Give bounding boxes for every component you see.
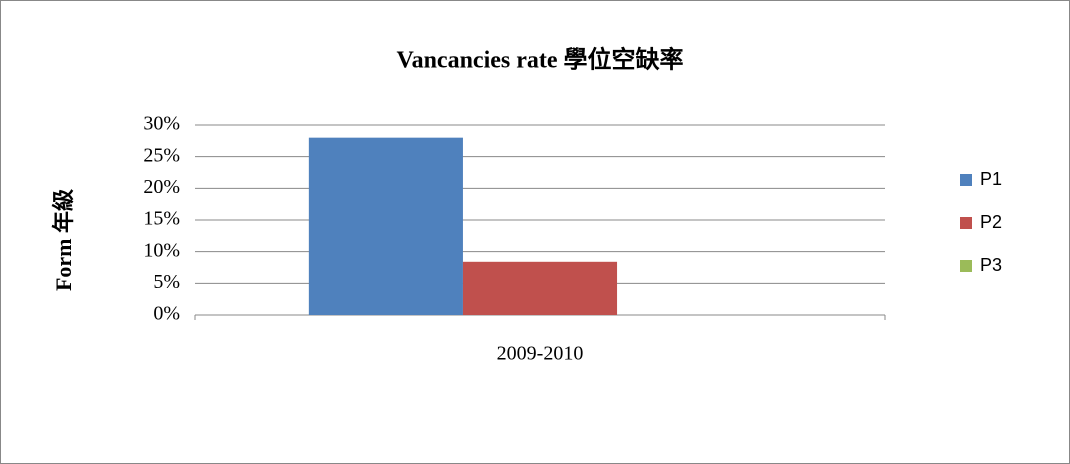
bar <box>308 137 463 315</box>
y-tick-label: 15% <box>143 208 180 230</box>
chart-title: Vancancies rate 學位空缺率 <box>396 46 683 74</box>
legend-swatch <box>960 217 972 229</box>
y-tick-label: 30% <box>143 113 180 135</box>
legend-label: P1 <box>980 169 1002 189</box>
y-axis-label: Form 年級 <box>51 189 76 291</box>
legend-swatch <box>960 260 972 272</box>
y-tick-label: 20% <box>143 176 180 198</box>
legend-label: P2 <box>980 212 1002 232</box>
y-tick-label: 10% <box>143 239 180 261</box>
bar <box>462 261 618 315</box>
legend-swatch <box>960 174 972 186</box>
y-tick-label: 5% <box>153 271 180 293</box>
y-tick-label: 25% <box>143 144 180 166</box>
x-tick-label: 2009-2010 <box>497 343 584 365</box>
legend-label: P3 <box>980 255 1002 275</box>
y-tick-label: 0% <box>153 303 180 325</box>
